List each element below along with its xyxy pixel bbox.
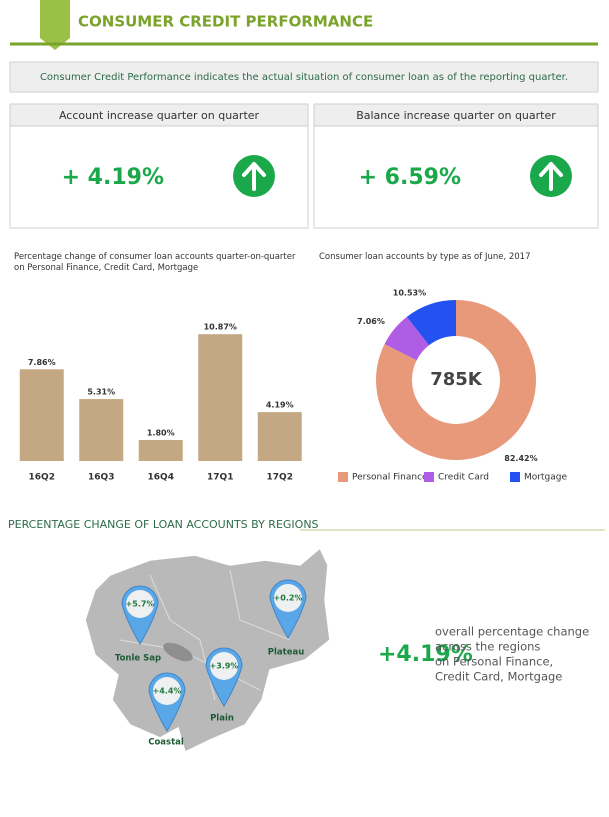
bar-title: Percentage change of consumer loan accou…	[14, 252, 296, 273]
kpi-header	[9, 103, 309, 127]
up-arrow	[242, 162, 266, 191]
slice-label: 82.42%	[504, 454, 537, 463]
region-change: +5.7%	[126, 600, 155, 609]
bar-label: 1.80%	[147, 429, 175, 438]
region-name: Coastal	[148, 738, 184, 748]
legend-label: Credit Card	[438, 473, 489, 483]
donut-slice	[406, 300, 456, 346]
bar	[79, 399, 124, 461]
pin-face	[126, 590, 154, 618]
bar	[257, 412, 302, 461]
legend-swatch	[424, 472, 434, 482]
summary-text: Consumer Credit Performance indicates th…	[40, 72, 568, 83]
overall-note: overall percentage change	[435, 625, 589, 639]
kpi-title: Account increase quarter on quarter	[59, 109, 260, 122]
legend-label: Mortgage	[524, 473, 567, 483]
overall-value: +4.19%	[378, 642, 473, 667]
page-title: CONSUMER CREDIT PERFORMANCE	[78, 13, 373, 31]
summary-box	[9, 61, 599, 93]
bar-label: 7.86%	[28, 358, 56, 367]
region-name: Tonle Sap	[115, 654, 161, 664]
bar-label: 4.19%	[266, 401, 294, 410]
overall-note: across the regions	[435, 640, 540, 654]
overall-note: on Personal Finance,	[435, 655, 553, 669]
x-tick-label: 16Q4	[148, 473, 174, 483]
kpi-header	[313, 103, 599, 127]
region-name: Plateau	[268, 648, 305, 658]
bar	[138, 440, 183, 461]
x-tick-label: 17Q2	[267, 473, 293, 483]
up-arrow	[539, 162, 563, 191]
overall-note: Credit Card, Mortgage	[435, 670, 562, 684]
legend-swatch	[338, 472, 348, 482]
bar-label: 10.87%	[204, 323, 237, 332]
bar	[19, 369, 64, 461]
slice-label: 7.06%	[357, 317, 385, 326]
bar-label: 5.31%	[87, 388, 115, 397]
pin-face	[153, 677, 181, 705]
x-tick-label: 17Q1	[207, 473, 233, 483]
kpi-value: + 4.19%	[62, 165, 164, 190]
region-name: Plain	[210, 714, 234, 724]
map-title: PERCENTAGE CHANGE OF LOAN ACCOUNTS BY RE…	[8, 518, 319, 531]
region-change: +0.2%	[274, 594, 303, 603]
legend-swatch	[510, 472, 520, 482]
pie-title: Consumer loan accounts by type as of Jun…	[319, 252, 531, 262]
kpi-value: + 6.59%	[359, 165, 461, 190]
bar	[198, 334, 243, 461]
donut-slice	[375, 300, 536, 460]
x-tick-label: 16Q2	[29, 473, 55, 483]
region-change: +4.4%	[153, 687, 182, 696]
slice-label: 10.53%	[393, 288, 426, 297]
region-change: +3.9%	[210, 662, 239, 671]
header-flag	[40, 0, 70, 50]
donut-center: 785K	[430, 369, 483, 390]
kpi-title: Balance increase quarter on quarter	[356, 109, 556, 122]
x-tick-label: 16Q3	[88, 473, 114, 483]
legend-label: Personal Finance	[352, 473, 428, 483]
pin-face	[210, 652, 238, 680]
lake	[163, 642, 193, 662]
donut-slice	[384, 316, 429, 361]
pin-face	[274, 584, 302, 612]
